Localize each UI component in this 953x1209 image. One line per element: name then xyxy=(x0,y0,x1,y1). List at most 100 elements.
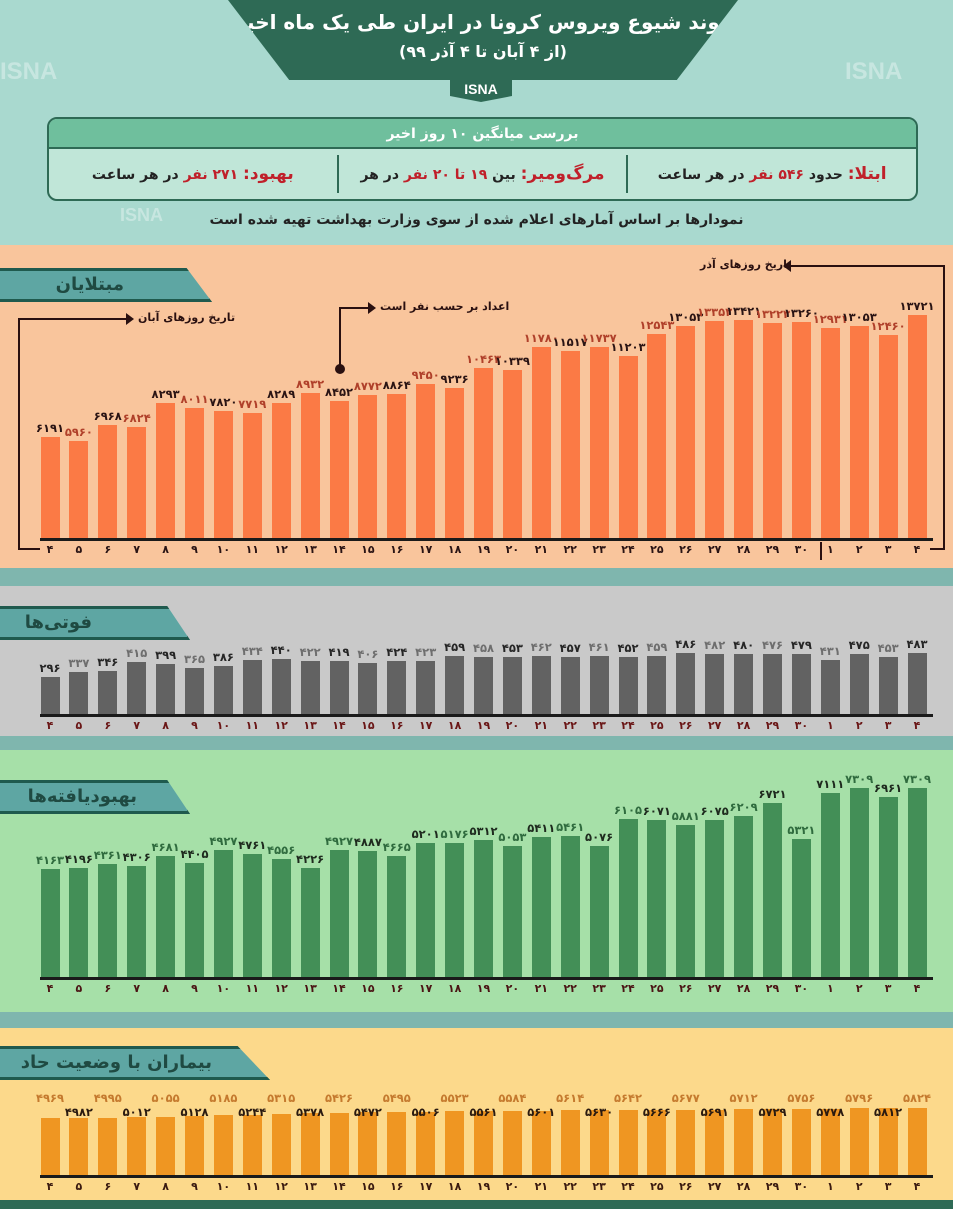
recovered-value-label: ۴۱۹۶ xyxy=(64,852,93,867)
infected-value-label: ۱۳۰۵۳ xyxy=(841,309,877,324)
critical-value-label: ۵۳۱۵ xyxy=(267,1091,296,1105)
critical-value-label: ۵۷۷۸ xyxy=(816,1105,845,1119)
critical-value-label: ۵۱۸۵ xyxy=(209,1091,238,1105)
deaths-value-label: ۲۹۶ xyxy=(39,660,61,675)
deaths-date-label: ۶ xyxy=(104,719,112,732)
critical-bar xyxy=(387,1111,407,1175)
recovered-bar xyxy=(185,863,204,977)
infected-value-label: ۱۱۷۸۰ xyxy=(523,330,559,345)
critical-date-label: ۹ xyxy=(191,1180,198,1193)
deaths-date-label: ۱۸ xyxy=(447,719,462,732)
deaths-value-label: ۴۶۲ xyxy=(530,640,552,654)
page-title: روند شیوع ویروس کرونا در ایران طی یک ماه… xyxy=(234,10,732,34)
critical-date-label: ۳ xyxy=(884,1180,892,1193)
recovered-date-label: ۲۷ xyxy=(707,982,722,995)
recovered-bar xyxy=(300,867,320,977)
recovered-title: بهبودیافته‌ها xyxy=(0,780,190,814)
azar-bracket xyxy=(930,548,945,550)
deaths-value-label: ۴۱۵ xyxy=(126,645,148,660)
critical-bar xyxy=(676,1109,696,1175)
recovered-date-label: ۱۱ xyxy=(245,982,260,995)
recovered-date-label: ۱۰ xyxy=(216,982,231,995)
watermark: ISNA xyxy=(845,58,903,85)
critical-date-label: ۲۳ xyxy=(592,1180,606,1193)
deaths-bar xyxy=(40,676,60,714)
recovered-date-label: ۲۰ xyxy=(505,982,520,995)
deaths-date-label: ۱۱ xyxy=(245,719,260,732)
infected-bar xyxy=(127,427,147,538)
infected-bar xyxy=(734,319,754,538)
summary-box: بررسی میانگین ۱۰ روز اخیر ابتلا: حدود ۵۴… xyxy=(47,117,918,201)
recovered-value-label: ۵۰۵۳ xyxy=(498,830,527,845)
infected-value-label: ۸۷۷۲ xyxy=(353,379,382,394)
critical-date-label: ۱۲ xyxy=(274,1180,288,1193)
infected-value-label: ۱۳۰۵۳ xyxy=(668,309,704,324)
recovered-date-label: ۱۵ xyxy=(361,982,375,995)
infected-date-label: ۱۰ xyxy=(216,543,231,556)
recovered-value-label: ۴۹۲۷ xyxy=(324,833,354,848)
infected-bar xyxy=(387,393,407,538)
critical-value-label: ۵۰۱۲ xyxy=(122,1105,151,1119)
deaths-label: مرگ‌ومیر: xyxy=(520,164,605,184)
infected-date-label: ۳ xyxy=(884,543,892,556)
infected-bar xyxy=(676,325,696,538)
infected-value-label: ۱۲۵۴۳ xyxy=(639,318,675,333)
recovered-value-label: ۵۲۰۱ xyxy=(411,826,440,841)
infected-date-label: ۷ xyxy=(133,543,141,556)
infected-value-label: ۸۲۹۳ xyxy=(151,387,180,402)
critical-bar xyxy=(213,1115,233,1175)
deaths-value-label: ۴۲۴ xyxy=(386,644,408,659)
deaths-value-label: ۳۹۹ xyxy=(155,647,177,662)
summary-recovery: بهبود: ۲۷۱ نفر در هر ساعت xyxy=(49,155,337,193)
critical-bar xyxy=(763,1109,782,1175)
critical-value-label: ۵۶۶۶ xyxy=(642,1105,671,1119)
recovered-value-label: ۵۳۱۲ xyxy=(469,823,498,838)
critical-date-label: ۷ xyxy=(133,1180,141,1193)
summary-infection: ابتلا: حدود ۵۴۶ نفر در هر ساعت xyxy=(626,155,916,193)
deaths-value-label: ۴۷۹ xyxy=(790,637,812,652)
recovered-value-label: ۷۳۰۹ xyxy=(902,772,932,786)
recovered-value-label: ۴۹۲۷ xyxy=(209,833,238,848)
infected-date-label: ۵ xyxy=(75,543,83,556)
deaths-bar xyxy=(589,656,609,714)
recovered-bar xyxy=(387,856,407,977)
infected-value-label: ۱۰۳۳۹ xyxy=(494,353,530,368)
deaths-bar xyxy=(849,654,869,714)
deaths-bar xyxy=(531,656,551,714)
deaths-value-label: ۴۳۱ xyxy=(819,643,841,658)
recovered-bar xyxy=(791,839,811,977)
critical-bar xyxy=(474,1111,493,1175)
recovered-bar xyxy=(271,859,291,977)
deaths-date-label: ۲۱ xyxy=(534,719,549,732)
deaths-date-label: ۸ xyxy=(162,719,169,732)
infected-value-label: ۱۰۴۶۳ xyxy=(465,351,502,366)
infected-date-label: ۱۴ xyxy=(332,543,346,556)
recovered-bar xyxy=(127,865,147,977)
critical-date-label: ۲۹ xyxy=(765,1180,780,1193)
recovered-bar xyxy=(213,849,233,977)
deaths-suffix: در هر ساعت xyxy=(360,167,400,183)
deaths-date-label: ۲۴ xyxy=(621,719,635,732)
critical-bar xyxy=(560,1110,580,1175)
deaths-value-label: ۴۸۰ xyxy=(733,637,755,652)
deaths-axis xyxy=(40,714,933,717)
deaths-date-label: ۱۴ xyxy=(332,719,346,732)
critical-bar xyxy=(849,1108,869,1175)
recovered-value-label: ۵۱۷۶ xyxy=(440,827,469,842)
summary-deaths: مرگ‌ومیر: بین ۱۹ تا ۲۰ نفر در هر ساعت xyxy=(336,155,627,193)
recovery-value: ۲۷۱ نفر xyxy=(183,167,239,183)
recovered-date-label: ۱۸ xyxy=(447,982,462,995)
infected-value-label: ۶۸۲۴ xyxy=(122,411,151,426)
critical-bar xyxy=(69,1117,89,1175)
recovered-date-label: ۱۹ xyxy=(476,982,491,995)
deaths-value-label: ۴۷۶ xyxy=(761,638,784,653)
infected-bar xyxy=(156,403,176,538)
deaths-title: فوتی‌ها xyxy=(0,606,190,640)
recovered-bar xyxy=(734,816,754,977)
recovered-date-label: ۱۷ xyxy=(418,982,433,995)
arrow-right-icon xyxy=(368,302,376,314)
deaths-bar xyxy=(676,653,696,714)
infected-date-label: ۳۰ xyxy=(794,543,809,556)
deaths-date-label: ۴ xyxy=(913,719,921,732)
critical-value-label: ۵۷۱۲ xyxy=(729,1091,758,1105)
